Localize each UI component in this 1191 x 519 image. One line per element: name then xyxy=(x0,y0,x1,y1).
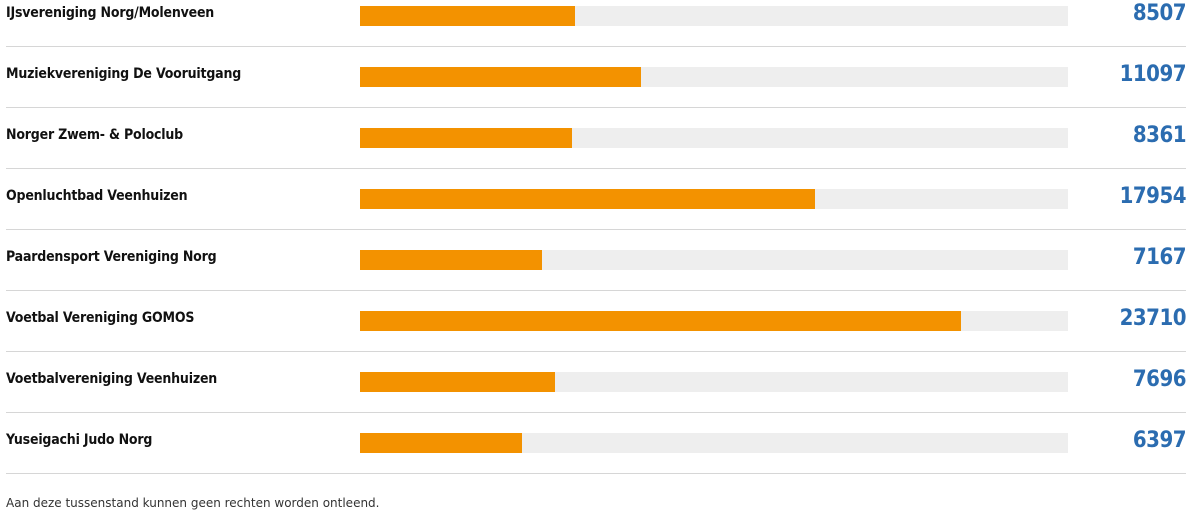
bar-track xyxy=(360,67,1068,87)
bar-track xyxy=(360,433,1068,453)
value-label: 11097 xyxy=(1119,62,1187,87)
value-label: 6397 xyxy=(1132,428,1187,453)
bar xyxy=(360,6,576,26)
bar-track xyxy=(360,250,1068,270)
bar-track xyxy=(360,128,1068,148)
bar xyxy=(360,250,542,270)
chart-row: Yuseigachi Judo Norg 6397 xyxy=(6,413,1187,474)
value-label: 7167 xyxy=(1132,245,1187,270)
value-label: 23710 xyxy=(1119,306,1187,331)
category-label: Voetbalvereniging Veenhuizen xyxy=(6,371,218,387)
category-label: Paardensport Vereniging Norg xyxy=(6,249,217,265)
bar xyxy=(360,189,815,209)
bar xyxy=(360,67,642,87)
bar-track xyxy=(360,189,1068,209)
category-label: Yuseigachi Judo Norg xyxy=(6,432,153,448)
bar xyxy=(360,433,523,453)
value-label: 7696 xyxy=(1132,367,1187,392)
category-label: Muziekvereniging De Vooruitgang xyxy=(6,66,242,82)
category-label: IJsvereniging Norg/Molenveen xyxy=(6,5,215,21)
footnote: Aan deze tussenstand kunnen geen rechten… xyxy=(6,496,380,510)
bar-track xyxy=(360,372,1068,392)
bar xyxy=(360,311,961,331)
chart-row: Voetbalvereniging Veenhuizen 7696 xyxy=(6,352,1187,413)
category-label: Voetbal Vereniging GOMOS xyxy=(6,310,195,326)
value-label: 8361 xyxy=(1132,123,1187,148)
value-label: 8507 xyxy=(1132,1,1187,26)
bar xyxy=(360,128,572,148)
bar-track xyxy=(360,311,1068,331)
chart-row: Muziekvereniging De Vooruitgang 11097 xyxy=(6,47,1187,108)
category-label: Norger Zwem- & Poloclub xyxy=(6,127,183,143)
chart-row: Openluchtbad Veenhuizen 17954 xyxy=(6,169,1187,230)
chart-row: IJsvereniging Norg/Molenveen 8507 xyxy=(6,0,1187,47)
chart-row: Norger Zwem- & Poloclub 8361 xyxy=(6,108,1187,169)
bar-chart: IJsvereniging Norg/Molenveen 8507 Muziekve… xyxy=(6,0,1187,474)
chart-row: Voetbal Vereniging GOMOS 23710 xyxy=(6,291,1187,352)
chart-row: Paardensport Vereniging Norg 7167 xyxy=(6,230,1187,291)
category-label: Openluchtbad Veenhuizen xyxy=(6,188,188,204)
value-label: 17954 xyxy=(1119,184,1187,209)
bar xyxy=(360,372,555,392)
bar-track xyxy=(360,6,1068,26)
